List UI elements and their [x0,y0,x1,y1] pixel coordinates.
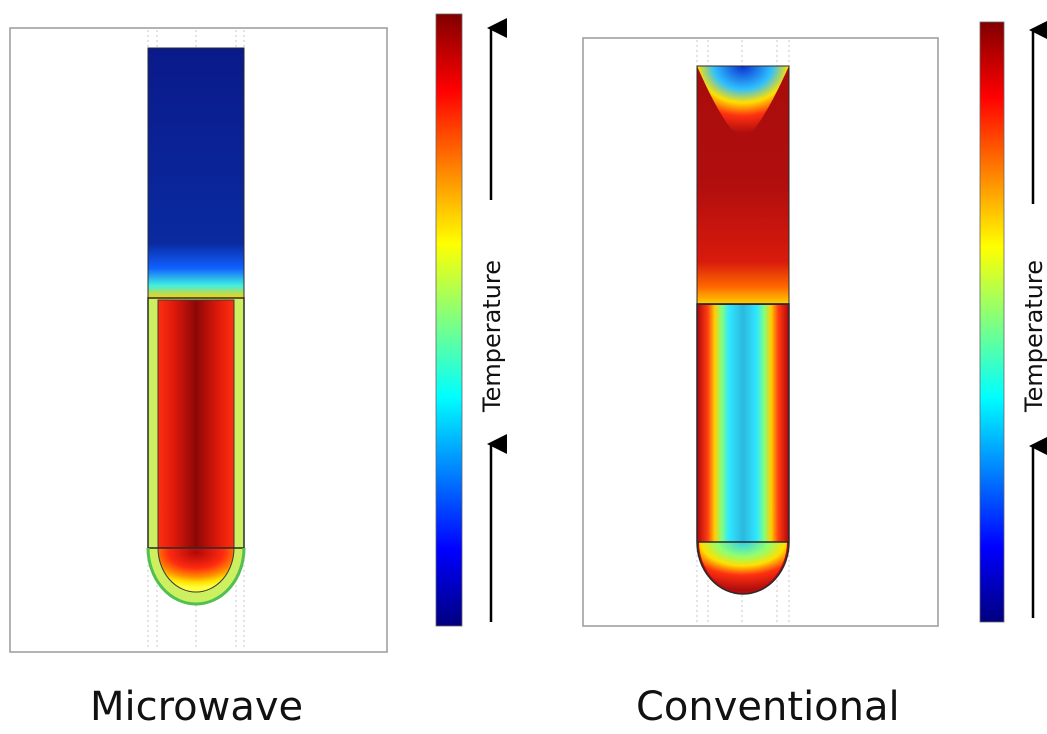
conventional-tube-outline [696,65,790,305]
conventional-caption: Conventional [636,684,900,730]
microwave-bottom-region [157,547,235,593]
microwave-caption: Microwave [90,684,304,730]
microwave-liquid-region [157,299,235,549]
microwave-panel: Temperature [9,13,507,653]
conventional-tube [696,65,790,595]
microwave-gas-region [148,48,244,298]
microwave-bottom-rim [146,547,246,606]
conventional-liquid-region [699,305,787,542]
conventional-top-cap [697,66,789,140]
microwave-tube-outline [147,47,245,299]
conventional-colorbar-label: Temperature [1020,260,1047,413]
microwave-colorbar-label: Temperature [478,260,506,413]
conventional-bottom-region [699,542,787,592]
microwave-colorbar [435,13,463,627]
conventional-panel: Temperature [582,20,1047,627]
microwave-tube [146,47,246,606]
conventional-colorbar [979,21,1005,623]
